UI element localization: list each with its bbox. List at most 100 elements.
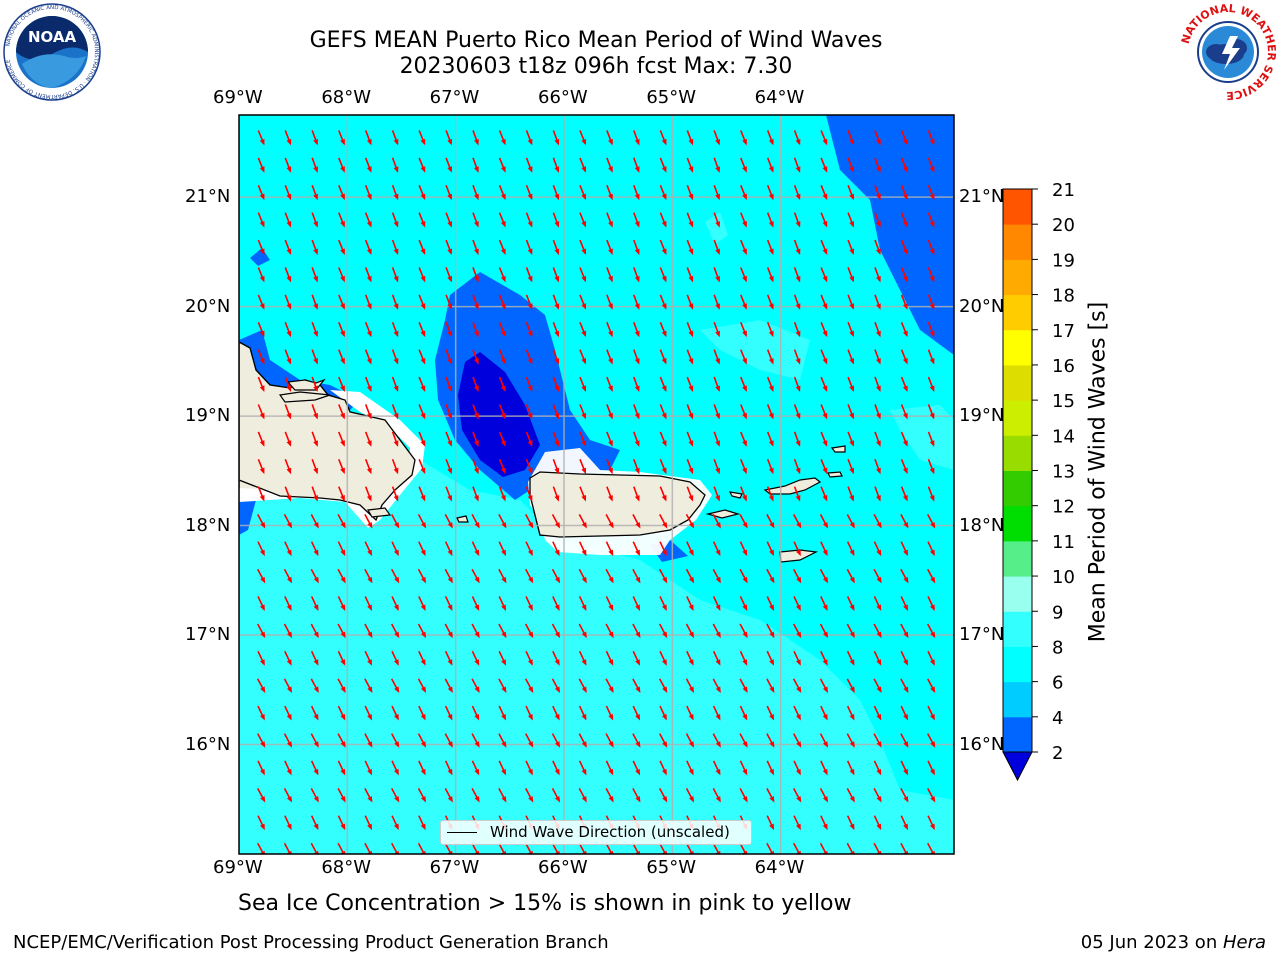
wave-arrow [284, 376, 292, 393]
wave-arrow [311, 212, 318, 228]
wave-arrow [685, 788, 695, 803]
wave-arrow [900, 486, 908, 502]
wave-arrow [391, 650, 399, 666]
wave-arrow [927, 431, 935, 447]
wave-arrow [873, 623, 882, 639]
wave-arrow [740, 486, 747, 502]
wave-arrow [874, 212, 881, 228]
colorbar-segment [1003, 681, 1032, 718]
wave-arrow [740, 294, 747, 310]
wave-arrow [927, 267, 935, 283]
wave-arrow [444, 514, 453, 529]
wave-arrow [632, 650, 641, 666]
wave-arrow [498, 486, 506, 502]
wave-arrow [391, 458, 399, 475]
wave-arrow [900, 514, 909, 529]
wave-arrow [418, 486, 426, 502]
wave-arrow [525, 733, 534, 748]
wave-arrow [874, 431, 881, 447]
wave-arrow [578, 596, 587, 611]
wave-arrow [900, 541, 909, 557]
wave-arrow [713, 212, 720, 228]
wave-arrow [820, 431, 828, 447]
wave-arrow [579, 185, 587, 201]
wave-arrow [632, 514, 641, 529]
wave-arrow [579, 486, 587, 502]
wave-arrow [766, 568, 775, 584]
colorbar-segment [1003, 576, 1032, 612]
wave-arrow [471, 541, 480, 557]
wave-arrow [444, 623, 453, 639]
wave-arrow [712, 788, 721, 803]
wave-arrow [900, 788, 909, 803]
wave-arrow [471, 568, 480, 584]
wave-arrow [525, 541, 533, 557]
wave-arrow [498, 733, 507, 748]
wave-arrow [820, 294, 828, 310]
map-subtitle: 20230603 t18z 096h fcst Max: 7.30 [399, 54, 793, 79]
wave-arrow [927, 486, 935, 502]
wave-arrow [338, 404, 345, 420]
wave-arrow [927, 212, 935, 228]
wave-arrow [391, 596, 399, 611]
wave-arrow [685, 568, 695, 584]
wave-arrow [793, 650, 801, 666]
wave-arrow [846, 678, 855, 693]
wave-arrow [632, 541, 641, 557]
wave-arrow [766, 458, 774, 475]
wave-arrow [713, 404, 720, 420]
wave-arrow [659, 157, 667, 173]
wave-arrow [525, 623, 534, 639]
colorbar-tick-label: 19 [1052, 250, 1075, 271]
wave-arrow [579, 349, 587, 365]
wave-arrow [820, 212, 828, 228]
wave-arrow [900, 157, 908, 173]
wave-arrow [525, 514, 534, 529]
wave-arrow [846, 596, 855, 611]
wave-arrow [257, 705, 265, 721]
wave-arrow [927, 239, 935, 256]
wave-arrow [632, 760, 641, 776]
wave-arrow [364, 157, 372, 173]
wave-arrow [793, 349, 801, 365]
wave-arrow [284, 458, 292, 475]
wave-arrow [579, 294, 587, 310]
wave-arrow [900, 568, 909, 584]
wave-arrow [391, 705, 399, 721]
colorbar-segment [1003, 224, 1032, 260]
wave-arrow [444, 705, 453, 721]
wave-arrow [578, 514, 587, 529]
wave-arrow [498, 349, 506, 365]
colorbar-tick-label: 20 [1052, 215, 1075, 236]
wave-arrow [311, 294, 318, 310]
wave-arrow [283, 788, 293, 803]
wave-arrow [311, 349, 318, 365]
wave-arrow [766, 650, 775, 666]
wave-arrow [633, 321, 640, 338]
wave-arrow [525, 678, 534, 693]
wave-arrow [284, 321, 292, 338]
wave-arrow [471, 788, 480, 803]
wave-arrow [283, 568, 293, 584]
wave-arrow [686, 376, 694, 393]
wave-arrow [472, 294, 479, 310]
wave-arrow [820, 541, 828, 557]
wave-arrow [338, 294, 345, 310]
wave-arrow [605, 650, 614, 666]
wave-arrow [310, 541, 319, 557]
mona-island [456, 515, 469, 523]
wave-arrow [793, 184, 801, 201]
wave-arrow [284, 431, 292, 447]
wave-arrow [257, 760, 265, 776]
wave-arrow [284, 130, 292, 146]
wave-arrow [847, 431, 855, 447]
wave-arrow [793, 788, 802, 803]
lon-tick-label-bottom: 65°W [646, 857, 697, 878]
wave-arrow [659, 431, 667, 447]
lon-tick-label-bottom: 67°W [429, 857, 480, 878]
wave-arrow [900, 349, 908, 365]
colorbar-tick-label: 4 [1052, 708, 1063, 729]
wave-arrow [686, 458, 694, 475]
wave-arrow [740, 404, 747, 420]
noaa-logo-text: NOAA [28, 28, 77, 46]
